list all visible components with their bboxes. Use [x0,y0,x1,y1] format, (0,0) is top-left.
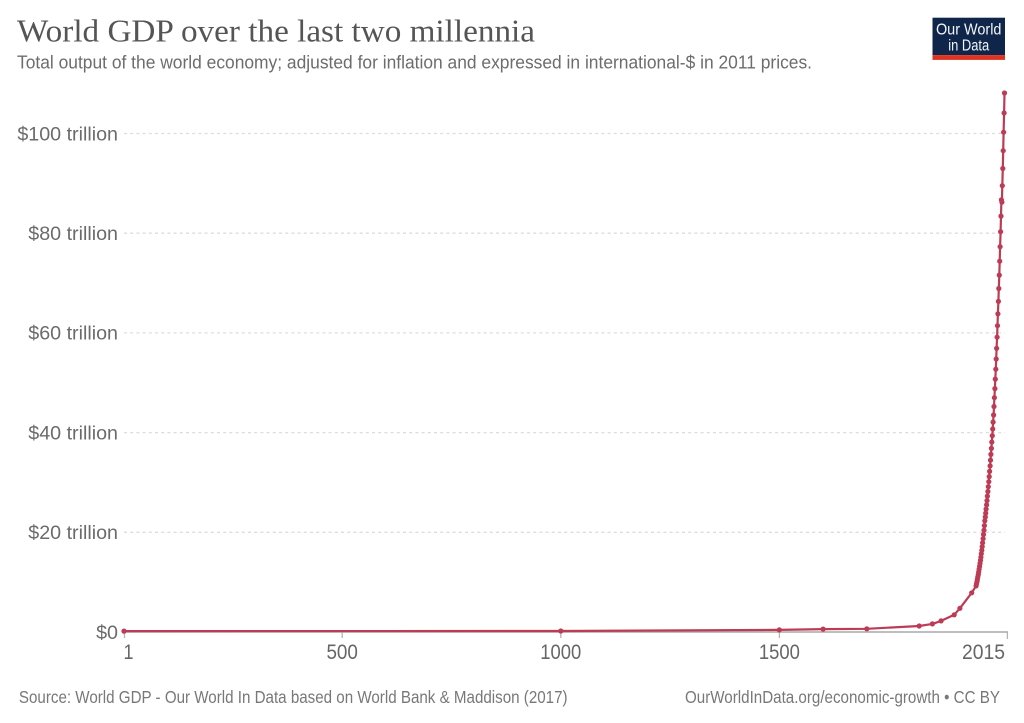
svg-text:Our World: Our World [936,22,1002,39]
svg-text:Source: World GDP - Our World: Source: World GDP - Our World In Data ba… [19,687,568,707]
svg-text:1000: 1000 [540,641,581,664]
svg-text:$80 trillion: $80 trillion [28,223,118,245]
svg-text:2015: 2015 [962,641,1005,664]
svg-text:1500: 1500 [759,641,800,664]
svg-text:$100 trillion: $100 trillion [17,123,118,145]
svg-text:$40 trillion: $40 trillion [28,422,118,444]
svg-text:1: 1 [124,641,134,664]
svg-text:$0: $0 [96,622,118,644]
svg-text:500: 500 [326,641,358,664]
svg-text:$20 trillion: $20 trillion [28,522,118,544]
svg-text:OurWorldInData.org/economic-gr: OurWorldInData.org/economic-growth • CC … [685,687,1000,707]
svg-text:Total output of the world econ: Total output of the world economy; adjus… [17,52,812,73]
svg-text:$60 trillion: $60 trillion [28,323,118,345]
svg-text:World GDP over the last two mi: World GDP over the last two millennia [17,13,535,49]
svg-text:in Data: in Data [948,37,989,54]
